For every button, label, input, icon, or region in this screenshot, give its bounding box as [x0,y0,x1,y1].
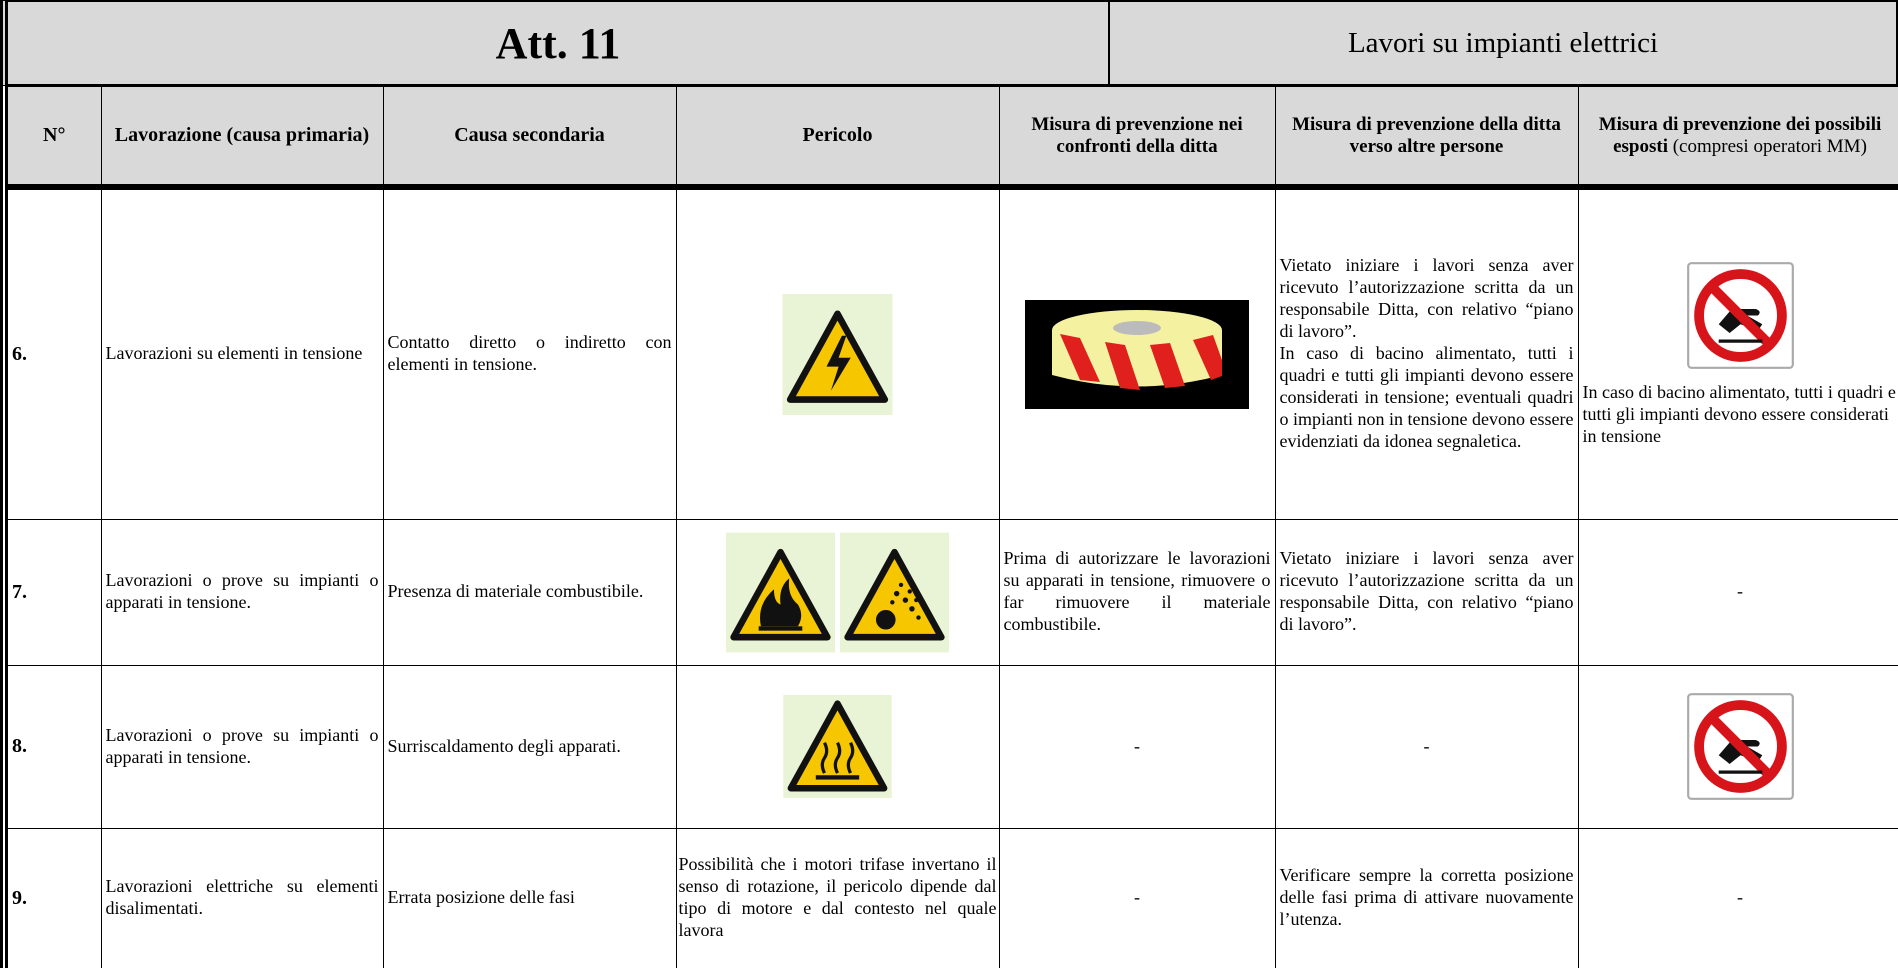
subtitle: Lavori su impianti elettrici [1347,26,1659,59]
cell-misura-esposti: - [1577,827,1898,968]
no-touch-icon [1686,261,1794,369]
column-header-text: Misura di prevenzione dei possibili espo… [1598,113,1882,157]
cell-misura-esposti: - [1577,518,1898,666]
electric-hazard-icon [782,293,893,415]
cell-causa: Contatto diretto o indiretto con element… [382,186,677,520]
paragraph: Vietato iniziare i lavori senza aver ric… [1279,548,1574,634]
cell-misura-ditta: Prima di autorizzare le lavorazioni su a… [998,518,1276,666]
column-header: Misura di prevenzione della ditta verso … [1274,86,1579,190]
cell-causa: Surriscaldamento degli apparati. [382,664,677,829]
text: In caso di bacino alimentato, tutti i qu… [1582,381,1896,446]
paragraph: Vietato iniziare i lavori senza aver ric… [1279,255,1574,342]
column-note: (compresi operatori MM) [1672,135,1867,157]
cell-misura-ditta: - [998,664,1276,829]
cell-n: 6. [0,186,102,520]
cell-misura-altre: Vietato iniziare i lavori senza aver ric… [1274,186,1579,520]
title: Att. 11 [8,2,1110,84]
paragraph: - [1423,735,1430,756]
paragraph: In caso di bacino alimentato, tutti i qu… [1279,343,1574,452]
cell-pericolo [675,664,1000,829]
cell-lavorazione: Lavorazioni elettriche su elementi disal… [100,827,384,968]
cell-pericolo: Possibilità che i motori trifase inverta… [675,827,1000,968]
paragraph: Verificare sempre la corretta posizione … [1279,865,1574,929]
row: 8. Lavorazioni o prove su impianti o app… [0,664,1898,829]
fire-hazard-icon [726,532,836,652]
row: 9. Lavorazioni elettriche su elementi di… [0,827,1898,968]
risk-table: N° Lavorazione (causa primaria) Causa se… [0,86,1898,968]
cell-pericolo [675,186,1000,520]
column-header: Lavorazione (causa primaria) [100,86,384,190]
column-header: N° [0,86,102,190]
cell-causa: Errata posizione delle fasi [382,827,677,968]
cell-misura-altre: - [1274,664,1579,829]
cell-misura-esposti [1577,664,1898,829]
cell-n: 9. [0,827,102,968]
title-bar: Att. 11 Lavori su impianti elettrici [0,0,1898,86]
no-touch-icon [1686,693,1794,800]
cell-misura-altre: Vietato iniziare i lavori senza aver ric… [1274,518,1579,666]
column-header: Pericolo [675,86,1000,190]
column-header: Causa secondaria [382,86,677,190]
explosion-hazard-icon [839,532,949,652]
cell-n: 7. [0,518,102,666]
cell-lavorazione: Lavorazioni o prove su impianti o appara… [100,664,384,829]
cell-misura-ditta [998,186,1276,520]
cell-lavorazione: Lavorazioni o prove su impianti o appara… [100,518,384,666]
header-row: N° Lavorazione (causa primaria) Causa se… [0,86,1898,190]
cell-pericolo [675,518,1000,666]
row: 6. Lavorazioni su elementi in tensione C… [0,186,1898,520]
cell-misura-ditta: - [998,827,1276,968]
barrier-tape-icon [1025,299,1249,409]
column-header: Misura di prevenzione dei possibili espo… [1577,86,1898,190]
column-header: Misura di prevenzione nei confronti dell… [998,86,1276,190]
cell-lavorazione: Lavorazioni su elementi in tensione [100,186,384,520]
hot-surface-icon [783,695,892,798]
cell-misura-esposti: In caso di bacino alimentato, tutti i qu… [1577,186,1898,520]
cell-causa: Presenza di materiale combustibile. [382,518,677,666]
cell-misura-altre: Verificare sempre la corretta posizione … [1274,827,1579,968]
row: 7. Lavorazioni o prove su impianti o app… [0,518,1898,666]
cell-n: 8. [0,664,102,829]
